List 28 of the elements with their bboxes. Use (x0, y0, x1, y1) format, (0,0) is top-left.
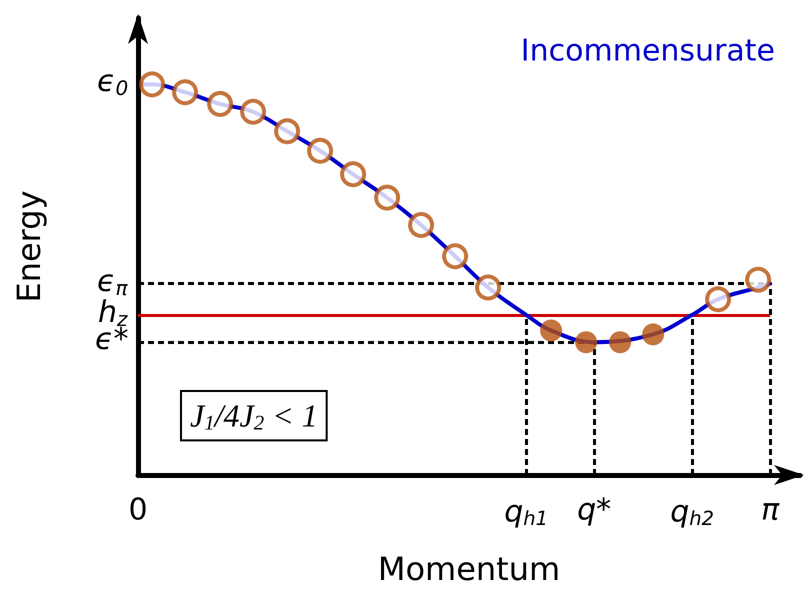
point (307, 138, 334, 164)
point (705, 286, 732, 312)
point (540, 319, 562, 342)
point (745, 266, 772, 293)
point (274, 118, 300, 144)
y-axis-title: Energy (10, 190, 48, 303)
point (475, 274, 502, 301)
ref-line-label: ϵ$_{π}$ (97, 264, 128, 300)
x-tick-label: π (761, 492, 780, 528)
x-tick-label: qh1 (504, 494, 548, 530)
point (172, 79, 198, 106)
point (240, 98, 266, 125)
point (642, 323, 664, 346)
point (139, 71, 166, 98)
annotation: J1/4J2 < 1 (190, 398, 318, 434)
point (609, 331, 632, 354)
point (408, 212, 434, 238)
x-axis-title: Momentum (378, 550, 560, 588)
x-tick-label: q* (577, 492, 612, 528)
annotation: ϵ$_{0}$ (97, 64, 128, 100)
point (207, 90, 234, 117)
point (575, 331, 598, 354)
x-tick-label: qh2 (670, 494, 714, 530)
point (442, 243, 468, 270)
text: Incommensurate (520, 34, 776, 68)
x-tick-label: 0 (128, 492, 148, 528)
point (374, 184, 400, 211)
point (340, 161, 366, 188)
